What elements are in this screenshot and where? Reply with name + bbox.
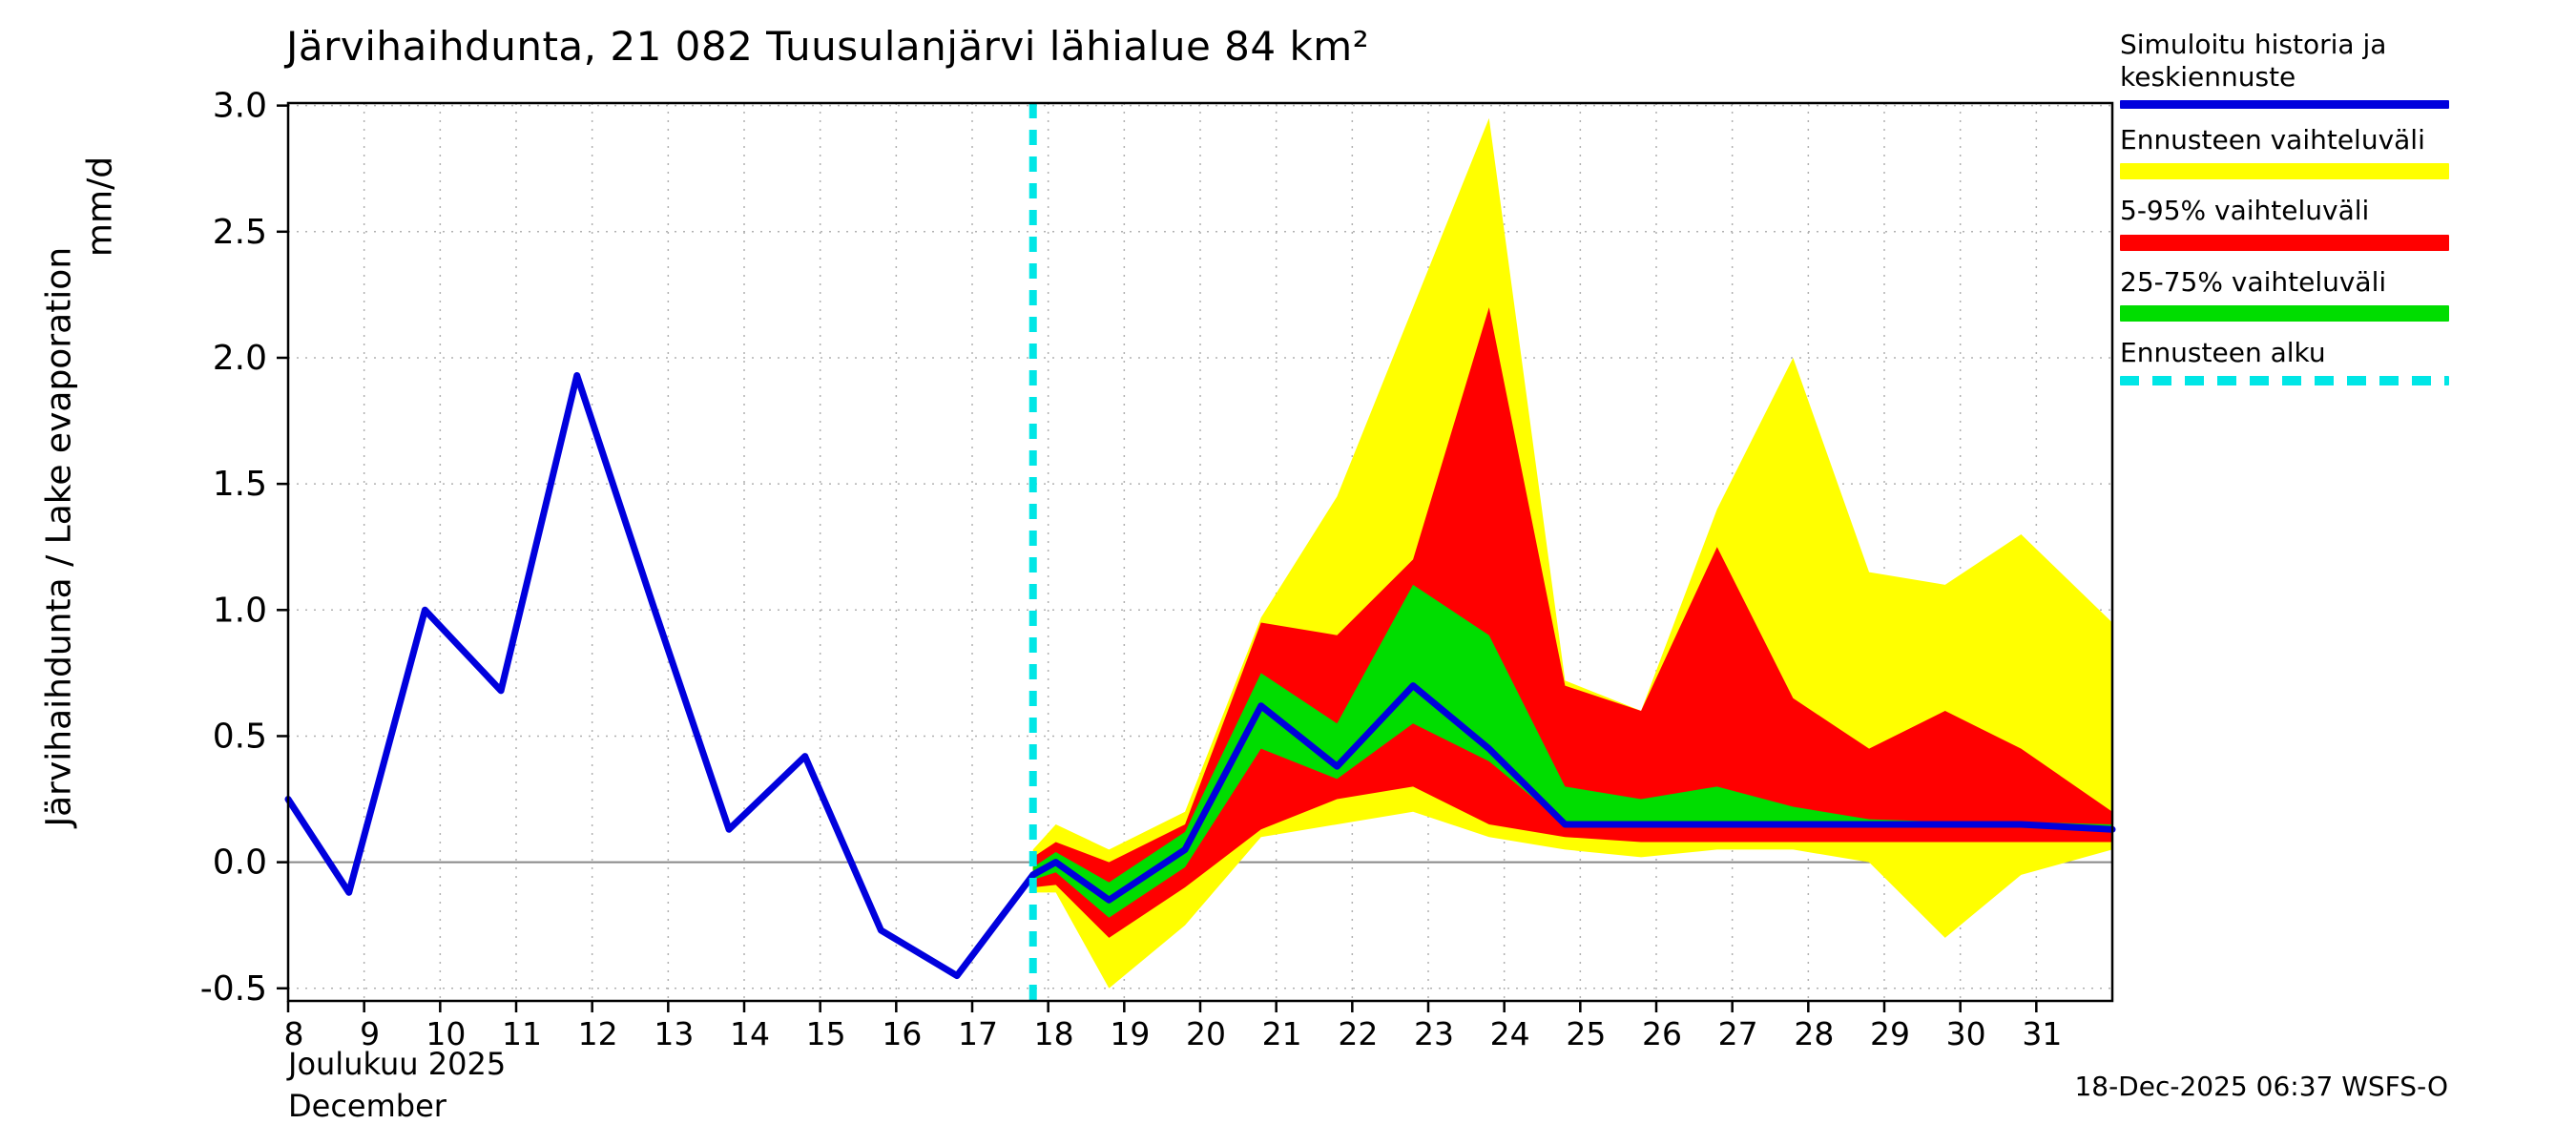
svg-text:0.5: 0.5 [213,717,267,756]
svg-text:28: 28 [1794,1015,1834,1052]
svg-text:0.0: 0.0 [213,843,267,883]
legend-label: Ennusteen alku [2120,336,2326,368]
legend-entry-0: Simuloitu historia ja keskiennuste [2120,29,2449,110]
legend-swatch-band [2120,163,2449,180]
data-lines [284,103,2116,1001]
legend-label: 25-75% vaihteluväli [2120,265,2387,298]
legend-entry-1: Ennusteen vaihteluväli [2120,124,2449,180]
legend-swatch-line [2120,100,2449,110]
x-axis-month-fi: Joulukuu 2025 [288,1046,507,1082]
svg-text:15: 15 [806,1015,846,1052]
svg-text:1.5: 1.5 [213,465,267,504]
legend: Simuloitu historia ja keskiennuste Ennust… [2120,29,2449,401]
svg-text:8: 8 [284,1015,304,1052]
band-5-95-vaihteluv-li [1032,307,2112,938]
svg-text:26: 26 [1642,1015,1682,1052]
legend-swatch-dashed [2120,375,2449,385]
svg-text:10: 10 [426,1015,466,1052]
svg-text:30: 30 [1946,1015,1986,1052]
svg-text:27: 27 [1718,1015,1758,1052]
history-and-median-line [284,371,2116,980]
svg-text:2.5: 2.5 [213,213,267,252]
legend-entry-4: Ennusteen alku [2120,337,2449,385]
svg-text:11: 11 [502,1015,542,1052]
chart-title: Järvihaihdunta, 21 082 Tuusulanjärvi läh… [286,23,1370,70]
svg-text:1.0: 1.0 [213,591,267,630]
legend-label: 5-95% vaihteluväli [2120,195,2370,227]
legend-label: Simuloitu historia ja keskiennuste [2120,29,2387,94]
svg-text:12: 12 [578,1015,618,1052]
svg-text:14: 14 [730,1015,770,1052]
svg-text:25: 25 [1566,1015,1606,1052]
svg-text:13: 13 [654,1015,694,1052]
svg-text:24: 24 [1490,1015,1530,1052]
x-axis-month-en: December [288,1088,447,1124]
legend-swatch-band [2120,304,2449,322]
svg-text:16: 16 [882,1015,922,1052]
y-axis-unit: mm/d [80,156,120,258]
axes: 8 9 10 11 12 13 14 15 16 17 18 19 20 21 22 23 24 25 26 27 28… [200,87,2114,1052]
legend-swatch-band [2120,234,2449,251]
legend-entry-2: 5-95% vaihteluväli [2120,195,2449,251]
legend-label: Ennusteen vaihteluväli [2120,124,2425,156]
svg-text:22: 22 [1338,1015,1378,1052]
legend-entry-3: 25-75% vaihteluväli [2120,266,2449,322]
svg-text:18: 18 [1034,1015,1074,1052]
generation-timestamp: 18-Dec-2025 06:37 WSFS-O [2074,1071,2448,1102]
svg-text:9: 9 [360,1015,380,1052]
svg-text:23: 23 [1414,1015,1454,1052]
svg-text:-0.5: -0.5 [200,969,267,1009]
svg-text:20: 20 [1186,1015,1226,1052]
svg-text:19: 19 [1110,1015,1150,1052]
y-axis-label: Järvihaihdunta / Lake evaporation [39,246,79,827]
svg-text:17: 17 [958,1015,998,1052]
forecast-bands [1032,117,2112,989]
svg-text:31: 31 [2022,1015,2062,1052]
band-25-75-vaihteluv-li [1032,584,2112,918]
svg-text:2.0: 2.0 [213,339,267,378]
svg-text:29: 29 [1870,1015,1910,1052]
svg-text:21: 21 [1262,1015,1302,1052]
svg-text:3.0: 3.0 [213,87,267,126]
